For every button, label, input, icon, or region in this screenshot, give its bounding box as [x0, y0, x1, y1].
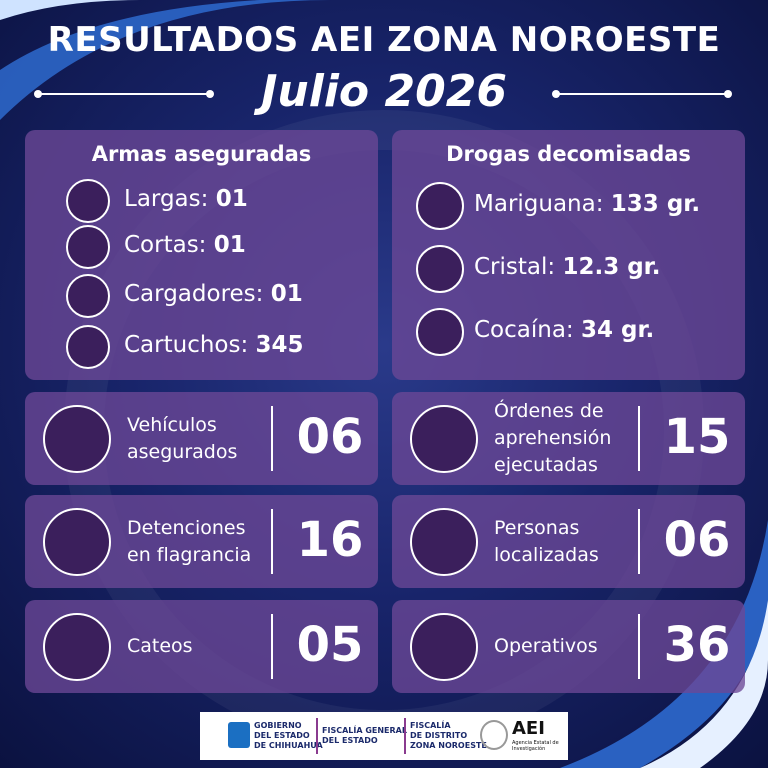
item-icon — [66, 325, 110, 369]
stat-icon — [43, 404, 111, 473]
stat-icon — [410, 507, 478, 576]
item-icon — [66, 179, 110, 223]
item-row: Cargadores: 01 — [124, 281, 303, 307]
stat-label: Vehículos asegurados — [127, 412, 237, 466]
stat-value: 06 — [296, 408, 364, 465]
stat-label-line: Detenciones — [127, 516, 246, 539]
item-row: Cartuchos: 345 — [124, 332, 304, 358]
stat-value: 06 — [663, 511, 731, 568]
footer-line: DE CHIHUAHUA — [254, 741, 323, 750]
item-row: Mariguana: 133 gr. — [474, 191, 700, 217]
gov-logo — [228, 722, 250, 748]
item-value: 01 — [213, 232, 246, 258]
stat-label-line: Vehículos — [127, 413, 217, 436]
fge-text: FISCALÍA GENERAL DEL ESTADO — [322, 726, 407, 746]
footer-line: ZONA NOROESTE — [410, 741, 487, 750]
stat-value: 15 — [663, 408, 731, 465]
footer-line: DEL ESTADO — [322, 736, 378, 745]
item-icon — [66, 225, 110, 269]
stat-label: Personas localizadas — [494, 515, 599, 569]
stat-label-line: Cateos — [127, 635, 193, 657]
subtitle: Julio 2026 — [261, 66, 507, 117]
item-label: Mariguana: — [474, 191, 604, 217]
aei-sub: Agencia Estatal de Investigación — [512, 740, 559, 752]
item-row: Cristal: 12.3 gr. — [474, 254, 660, 280]
item-row: Largas: 01 — [124, 186, 248, 212]
title-rest: AEI ZONA NOROESTE — [311, 20, 721, 60]
footer: GOBIERNO DEL ESTADO DE CHIHUAHUA FISCALÍA … — [200, 712, 568, 760]
stat-divider — [271, 509, 273, 574]
stat-divider — [638, 509, 640, 574]
item-icon — [66, 274, 110, 318]
footer-line: DE DISTRITO — [410, 731, 468, 740]
aei-text: AEI — [512, 718, 545, 739]
footer-line: GOBIERNO — [254, 721, 302, 730]
stat-value: 16 — [296, 511, 364, 568]
title-main: RESULTADOS — [47, 20, 299, 60]
stat-icon — [43, 612, 111, 681]
title: RESULTADOS AEI ZONA NOROESTE — [0, 20, 768, 60]
stat-icon — [410, 404, 478, 473]
stat-label-line: asegurados — [127, 440, 238, 463]
item-value: 34 gr. — [581, 317, 655, 343]
item-label: Cristal: — [474, 254, 556, 280]
item-value: 12.3 gr. — [562, 254, 661, 280]
item-label: Cortas: — [124, 232, 207, 258]
stat-icon — [43, 507, 111, 576]
item-value: 01 — [215, 186, 248, 212]
panel-title: Drogas decomisadas — [446, 142, 691, 166]
footer-divider — [316, 718, 318, 754]
stat-divider — [271, 614, 273, 679]
footer-line: FISCALÍA — [410, 721, 451, 730]
panel-title: Armas aseguradas — [91, 142, 312, 166]
item-icon — [416, 245, 464, 293]
stat-divider — [638, 406, 640, 471]
stat-icon — [410, 612, 478, 681]
item-icon — [416, 308, 464, 356]
stat-divider — [638, 614, 640, 679]
stat-label: Órdenes de aprehensión ejecutadas — [494, 398, 611, 479]
stat-label-line: localizadas — [494, 543, 599, 566]
footer-divider — [404, 718, 406, 754]
item-label: Cartuchos: — [124, 332, 249, 358]
stat-label: Cateos — [127, 633, 193, 660]
stat-label: Detenciones en flagrancia — [127, 515, 251, 569]
gov-text: GOBIERNO DEL ESTADO DE CHIHUAHUA — [254, 721, 323, 751]
item-value: 345 — [255, 332, 304, 358]
item-row: Cocaína: 34 gr. — [474, 317, 654, 343]
item-value: 01 — [270, 281, 303, 307]
stat-label-line: ejecutadas — [494, 454, 598, 476]
stat-label: Operativos — [494, 633, 598, 660]
fdz-text: FISCALÍA DE DISTRITO ZONA NOROESTE — [410, 721, 487, 751]
aei-logo — [480, 720, 508, 750]
item-value: 133 gr. — [610, 191, 701, 217]
stat-label-line: Órdenes de — [494, 400, 604, 422]
stat-label-line: aprehensión — [494, 427, 612, 449]
item-icon — [416, 182, 464, 230]
footer-line: FISCALÍA GENERAL — [322, 726, 407, 735]
item-label: Cargadores: — [124, 281, 264, 307]
footer-line: DEL ESTADO — [254, 731, 310, 740]
stat-label-line: Personas — [494, 516, 580, 539]
stat-value: 05 — [296, 616, 364, 673]
stat-label-line: Operativos — [494, 635, 598, 657]
stat-value: 36 — [663, 616, 731, 673]
item-label: Largas: — [124, 186, 209, 212]
item-label: Cocaína: — [474, 317, 574, 343]
stat-label-line: en flagrancia — [127, 543, 252, 566]
item-row: Cortas: 01 — [124, 232, 246, 258]
stat-divider — [271, 406, 273, 471]
